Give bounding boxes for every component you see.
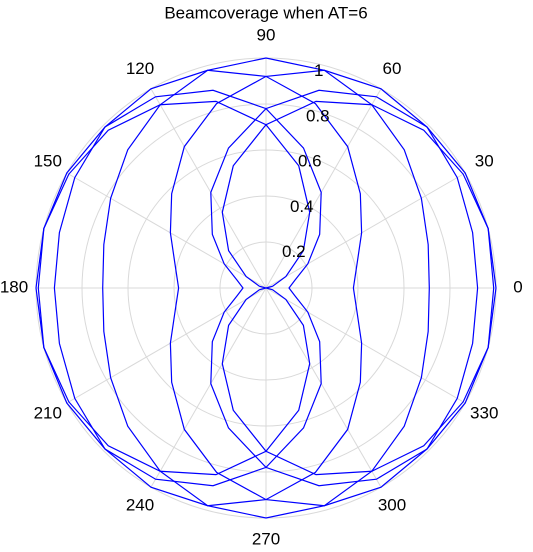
r-tick-label: 0.4 <box>290 197 314 216</box>
theta-tick-label: 330 <box>470 403 498 422</box>
grid-spoke <box>265 287 382 488</box>
chart-title: Beamcoverage when AT=6 <box>164 3 367 22</box>
r-tick-label: 0.8 <box>306 106 330 125</box>
theta-tick-label: 150 <box>34 151 62 170</box>
grid-spoke <box>265 287 466 404</box>
grid-spoke <box>265 88 382 289</box>
theta-tick-label: 240 <box>126 496 154 515</box>
grid-spoke <box>66 172 267 289</box>
theta-tick-label: 180 <box>0 277 28 296</box>
grid-spoke <box>150 287 267 488</box>
theta-tick-label: 90 <box>257 25 276 44</box>
theta-tick-label: 270 <box>252 529 280 548</box>
grid-spoke <box>66 287 267 404</box>
r-tick-label: 0.2 <box>282 242 306 261</box>
theta-tick-label: 210 <box>34 403 62 422</box>
theta-tick-label: 60 <box>383 59 402 78</box>
beam-curve <box>35 100 311 476</box>
beam-curve <box>169 69 479 507</box>
grid-spoke <box>150 88 267 289</box>
beam-curve <box>210 89 495 487</box>
beam-curve <box>37 89 322 487</box>
theta-tick-label: 0 <box>513 277 522 296</box>
beam-curve <box>53 69 363 507</box>
theta-tick-label: 300 <box>378 496 406 515</box>
r-tick-label: 1 <box>314 61 323 80</box>
theta-tick-label: 30 <box>475 151 494 170</box>
theta-tick-label: 120 <box>126 59 154 78</box>
r-tick-label: 0.6 <box>298 152 322 171</box>
beam-curve <box>102 57 430 519</box>
grid-spoke <box>265 172 466 289</box>
